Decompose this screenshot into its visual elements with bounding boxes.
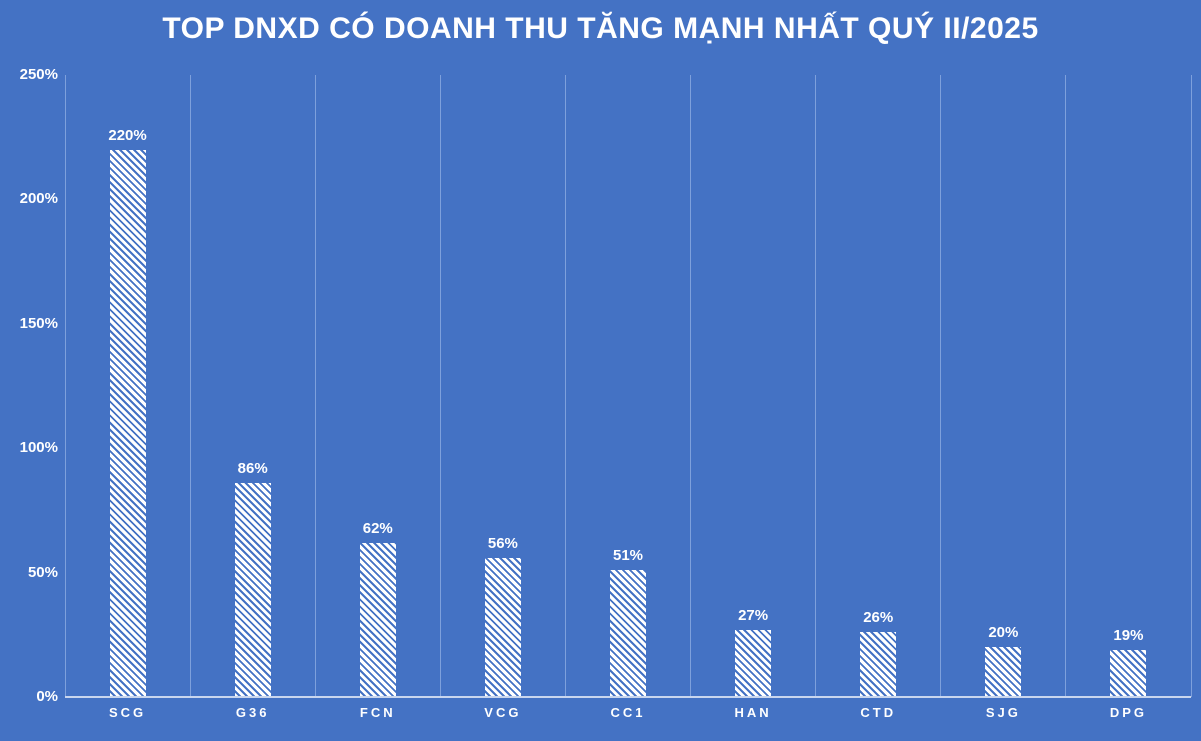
category-label: DPG: [1109, 705, 1148, 720]
bar-value-label: 20%: [988, 624, 1019, 642]
vertical-gridline: [314, 75, 316, 697]
bar-value-label: 19%: [1113, 626, 1144, 644]
bar: [610, 570, 646, 697]
y-axis-tick-label: 150%: [19, 314, 58, 332]
bar-value-label: 220%: [108, 126, 147, 144]
category-label: CC1: [610, 705, 646, 720]
category-label: CTD: [860, 705, 897, 720]
bar: [1110, 649, 1147, 697]
y-axis-tick-label: 200%: [19, 190, 58, 208]
x-axis-line: [65, 696, 1191, 698]
bar: [109, 149, 146, 697]
chart-title: TOP DNXD CÓ DOANH THU TĂNG MẠNH NHẤT QUÝ…: [162, 12, 1039, 45]
bar-value-label: 51%: [612, 547, 644, 565]
vertical-gridline: [439, 75, 441, 697]
y-axis-tick-label: 100%: [19, 439, 58, 457]
bar: [985, 647, 1022, 697]
vertical-gridline: [64, 75, 66, 697]
bar: [234, 483, 271, 697]
vertical-gridline: [564, 75, 566, 697]
bar-value-label: 27%: [738, 606, 769, 624]
category-label: FCN: [359, 705, 396, 720]
category-label: SJG: [985, 705, 1021, 720]
bar-value-label: 56%: [487, 534, 518, 552]
vertical-gridline: [690, 75, 692, 697]
bar: [359, 542, 396, 697]
category-label: G36: [235, 705, 270, 720]
vertical-gridline: [940, 75, 942, 697]
category-label: HAN: [734, 705, 772, 720]
y-axis-tick-label: 50%: [27, 563, 58, 581]
bar-value-label: 26%: [863, 609, 894, 627]
vertical-gridline: [1190, 75, 1192, 697]
bar: [735, 629, 772, 697]
category-label: VCG: [484, 705, 522, 720]
bar: [860, 632, 897, 697]
vertical-gridline: [1065, 75, 1067, 697]
y-axis-tick-label: 250%: [19, 66, 58, 83]
vertical-gridline: [815, 75, 817, 697]
category-label: SCG: [108, 705, 147, 720]
y-axis-tick-label: 0%: [36, 688, 58, 705]
vertical-gridline: [189, 75, 191, 697]
bar-value-label: 62%: [362, 519, 393, 537]
bar: [484, 557, 521, 697]
bar-value-label: 86%: [237, 460, 268, 478]
